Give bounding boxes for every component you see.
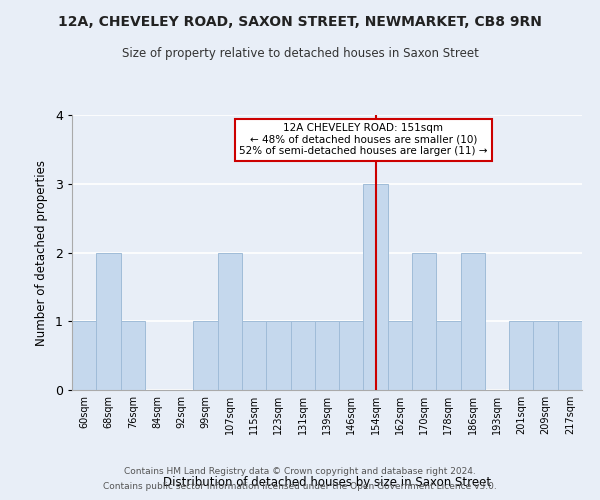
Bar — [412, 252, 436, 390]
Text: 12A CHEVELEY ROAD: 151sqm
← 48% of detached houses are smaller (10)
52% of semi-: 12A CHEVELEY ROAD: 151sqm ← 48% of detac… — [239, 123, 488, 156]
Text: Contains public sector information licensed under the Open Government Licence v3: Contains public sector information licen… — [103, 482, 497, 491]
Bar — [533, 322, 558, 390]
Bar — [436, 322, 461, 390]
Bar — [364, 184, 388, 390]
Bar — [461, 252, 485, 390]
Text: Contains HM Land Registry data © Crown copyright and database right 2024.: Contains HM Land Registry data © Crown c… — [124, 467, 476, 476]
Bar — [72, 322, 96, 390]
Bar — [509, 322, 533, 390]
Bar — [96, 252, 121, 390]
Bar — [193, 322, 218, 390]
Bar — [558, 322, 582, 390]
Bar — [339, 322, 364, 390]
Text: 12A, CHEVELEY ROAD, SAXON STREET, NEWMARKET, CB8 9RN: 12A, CHEVELEY ROAD, SAXON STREET, NEWMAR… — [58, 15, 542, 29]
Bar — [121, 322, 145, 390]
Bar — [290, 322, 315, 390]
Bar — [218, 252, 242, 390]
Y-axis label: Number of detached properties: Number of detached properties — [35, 160, 48, 346]
Bar — [266, 322, 290, 390]
Bar — [315, 322, 339, 390]
Bar — [388, 322, 412, 390]
X-axis label: Distribution of detached houses by size in Saxon Street: Distribution of detached houses by size … — [163, 476, 491, 489]
Bar — [242, 322, 266, 390]
Text: Size of property relative to detached houses in Saxon Street: Size of property relative to detached ho… — [122, 48, 478, 60]
